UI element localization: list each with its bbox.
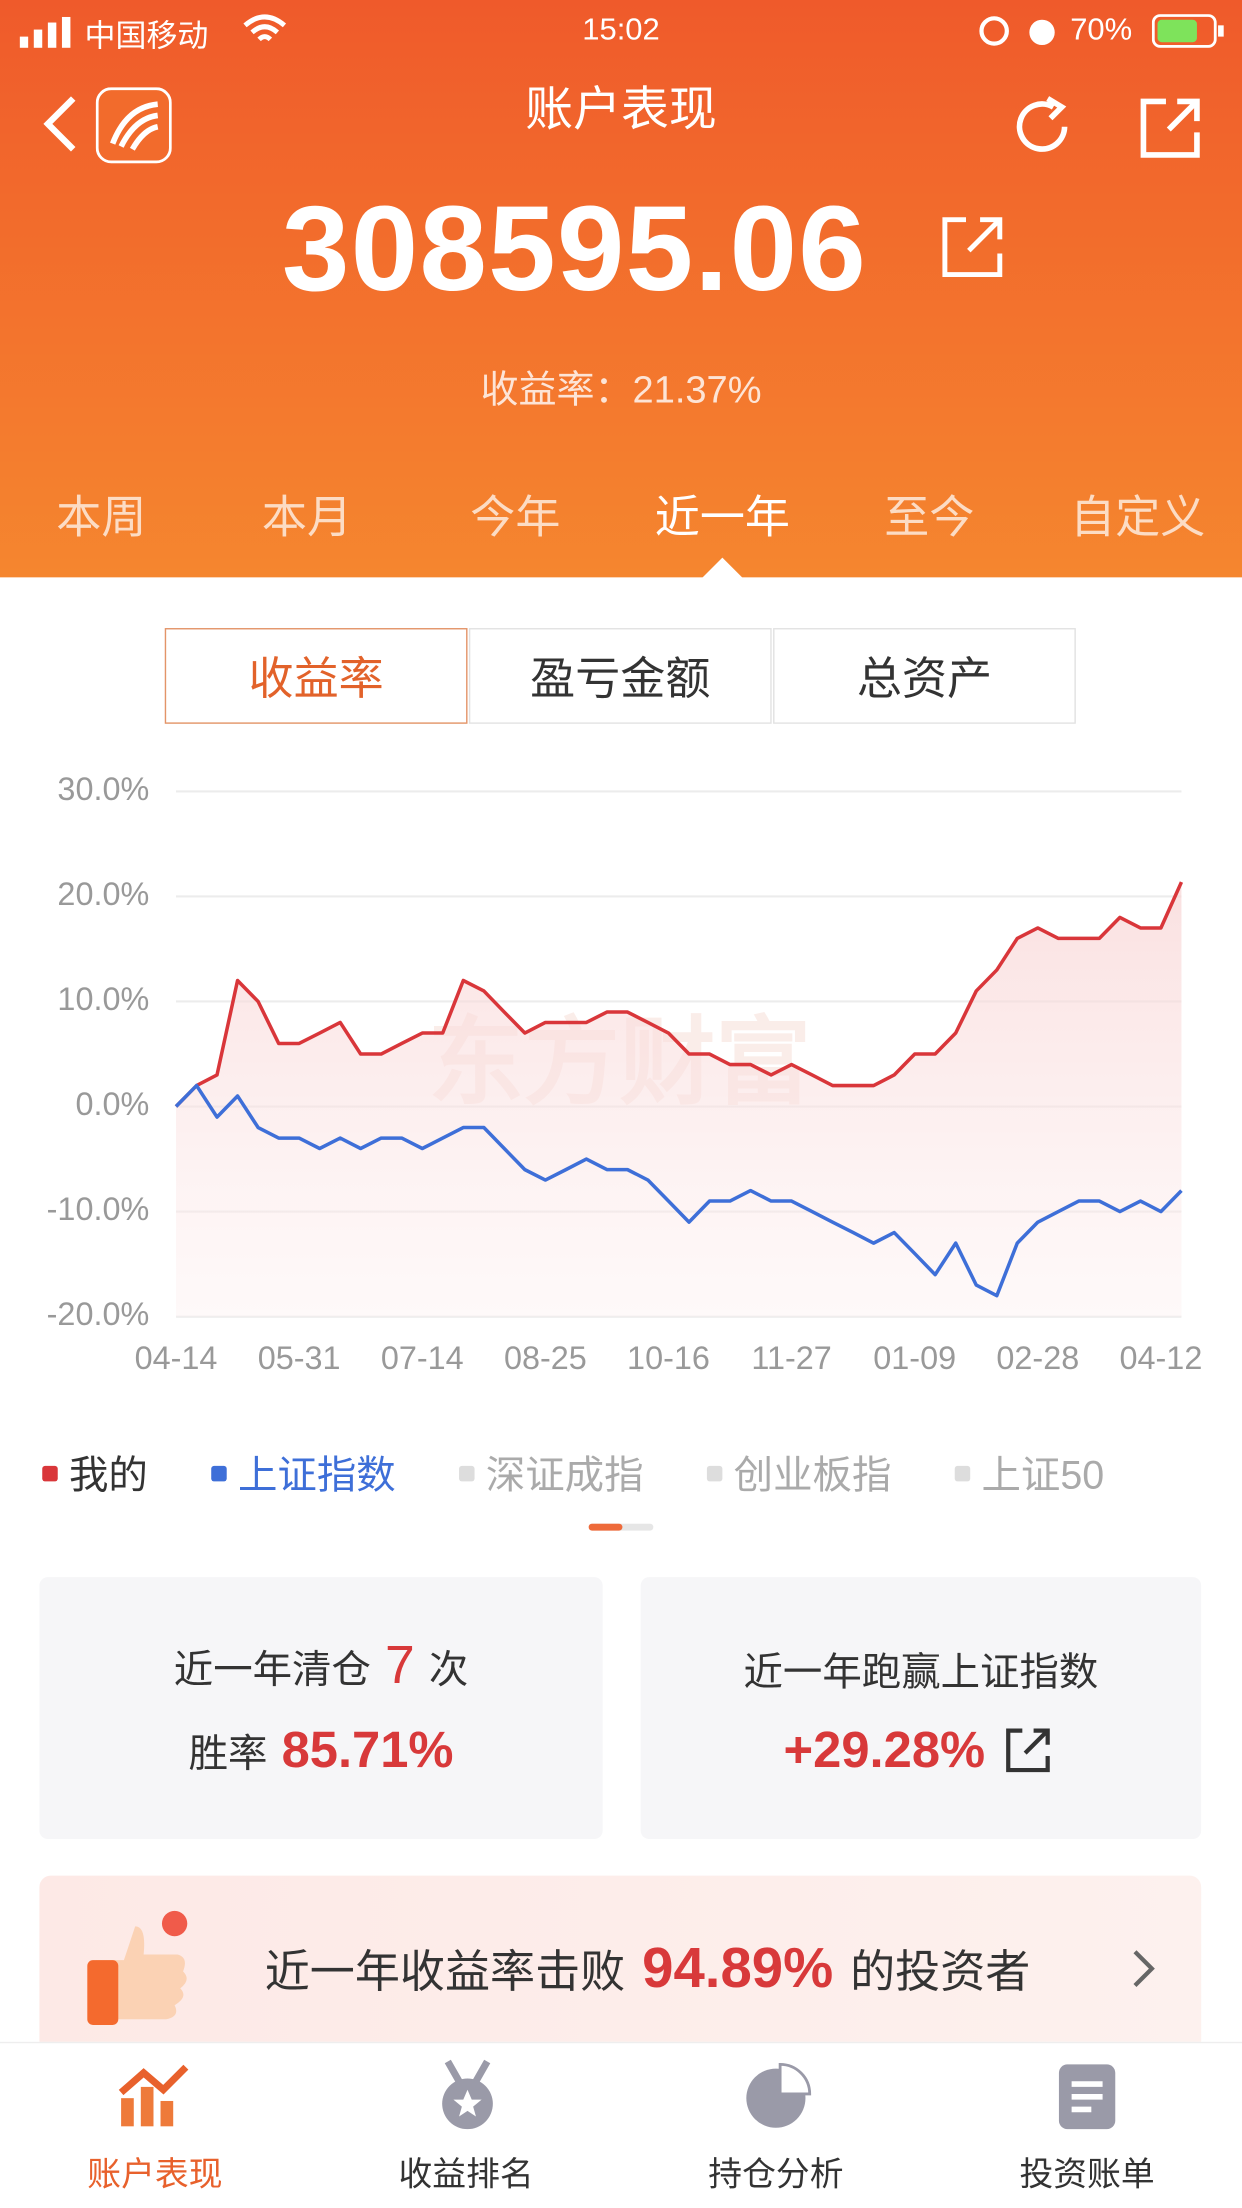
nav-icon-bill[interactable]	[1056, 2062, 1118, 2132]
metric-toggle-item[interactable]: 收益率	[164, 628, 468, 724]
y-tick-label: 10.0%	[57, 981, 149, 1017]
clear-label: 近一年清仓	[173, 1647, 371, 1692]
x-tick-label: 10-16	[627, 1340, 710, 1376]
app-logo	[95, 87, 172, 164]
win-rate: 85.71%	[281, 1720, 454, 1779]
legend-item[interactable]: 创业板指	[706, 1445, 892, 1501]
banner-text: 近一年收益率击败 94.89% 的投资者	[265, 1936, 1031, 2001]
nav-label[interactable]: 投资账单	[1019, 2155, 1155, 2194]
nav-label[interactable]: 收益排名	[398, 2155, 534, 2194]
y-tick-label: -10.0%	[47, 1191, 150, 1227]
legend-swatch	[42, 1465, 58, 1481]
period-tab[interactable]: 本月	[261, 491, 353, 543]
bottom-nav	[0, 2041, 1242, 2208]
battery-icon	[1151, 14, 1224, 48]
legend-label: 上证50	[981, 1453, 1105, 1497]
legend-label: 我的	[68, 1453, 148, 1497]
tab-indicator	[701, 557, 744, 579]
legend-item[interactable]: 上证50	[954, 1445, 1105, 1501]
period-tab[interactable]: 至今	[884, 491, 975, 543]
period-tab[interactable]: 本周	[56, 491, 147, 543]
legend-swatch	[706, 1465, 723, 1481]
legend-swatch	[211, 1465, 227, 1481]
period-tab[interactable]: 自定义	[1070, 491, 1206, 543]
x-tick-label: 07-14	[381, 1340, 464, 1376]
nav-icon-holdings[interactable]	[742, 2062, 812, 2132]
nav-icon-ranking[interactable]	[434, 2059, 502, 2132]
x-tick-label: 01-09	[873, 1340, 956, 1376]
win-label: 胜率	[188, 1732, 268, 1776]
area-fill	[176, 882, 1182, 1317]
clear-card: 近一年清仓 7 次 胜率 85.71%	[39, 1577, 603, 1840]
x-tick-label: 04-14	[135, 1340, 218, 1376]
status-icons	[979, 16, 1055, 46]
clear-count: 7	[385, 1636, 415, 1696]
time: 15:02	[582, 11, 660, 47]
legend-swatch	[954, 1465, 971, 1481]
x-tick-label: 04-12	[1120, 1340, 1203, 1376]
nav-label[interactable]: 账户表现	[87, 2155, 223, 2194]
chevron	[1133, 1950, 1155, 1988]
rank-banner[interactable]	[39, 1875, 1202, 2059]
carrier: 中国移动	[84, 18, 209, 54]
banner-suffix: 的投资者	[850, 1946, 1031, 1997]
amount-share-icon[interactable]	[941, 214, 1006, 279]
legend-item[interactable]: 深证成指	[459, 1445, 644, 1501]
y-tick-label: 20.0%	[57, 876, 149, 912]
beat-share-icon[interactable]	[1002, 1725, 1058, 1776]
total-amount: 308595.06	[281, 181, 868, 317]
period-tab[interactable]: 近一年	[654, 491, 790, 543]
nav-icon-account[interactable]	[118, 2062, 191, 2130]
period-tab[interactable]: 今年	[470, 491, 561, 543]
back-button[interactable]	[39, 93, 81, 155]
legend-label: 创业板指	[733, 1453, 892, 1497]
page-title: 账户表现	[525, 83, 717, 137]
metric-toggle-item[interactable]: 总资产	[773, 628, 1076, 724]
thumbs-up-icon	[87, 1910, 188, 2025]
legend-swatch	[459, 1465, 475, 1481]
banner-value: 94.89%	[642, 1937, 834, 2000]
y-tick-label: 0.0%	[75, 1086, 149, 1122]
rate-value: 21.37%	[632, 368, 762, 412]
x-tick-label: 02-28	[996, 1340, 1079, 1376]
x-tick-label: 11-27	[751, 1340, 831, 1376]
x-tick-label: 05-31	[258, 1340, 341, 1376]
return-rate: 收益率：21.37%	[0, 359, 1242, 414]
banner-prefix: 近一年收益率击败	[264, 1946, 626, 1997]
share-button[interactable]	[1138, 93, 1206, 161]
rate-label: 收益率：	[480, 368, 633, 412]
beat-value: +29.28%	[783, 1720, 986, 1779]
signal-icon	[19, 16, 71, 48]
x-tick-label: 08-25	[504, 1340, 587, 1376]
header-background	[0, 0, 1242, 578]
metric-toggle-item[interactable]: 盈亏金额	[468, 628, 772, 724]
series-line	[174, 881, 1184, 1108]
scroll-indicator	[588, 1523, 654, 1531]
series-line	[174, 1083, 1183, 1298]
nav-label[interactable]: 持仓分析	[708, 2155, 844, 2194]
y-tick-label: 30.0%	[57, 771, 149, 807]
chart: 东方财富 -20.0%-10.0%0.0%10.0%20.0%30.0%04-1…	[47, 771, 1203, 1376]
legend-item[interactable]: 上证指数	[211, 1445, 396, 1501]
clear-unit: 次	[428, 1647, 469, 1692]
legend-label: 深证成指	[485, 1453, 644, 1497]
y-tick-label: -20.0%	[47, 1296, 150, 1332]
battery-text: 70%	[1070, 11, 1133, 47]
legend-item[interactable]: 我的	[42, 1445, 148, 1501]
refresh-button[interactable]	[1008, 93, 1076, 161]
legend-label: 上证指数	[237, 1453, 396, 1497]
beat-card[interactable]: 近一年跑赢上证指数 +29.28%	[640, 1577, 1202, 1840]
wifi-icon	[243, 14, 287, 42]
beat-label: 近一年跑赢上证指数	[743, 1650, 1099, 1695]
